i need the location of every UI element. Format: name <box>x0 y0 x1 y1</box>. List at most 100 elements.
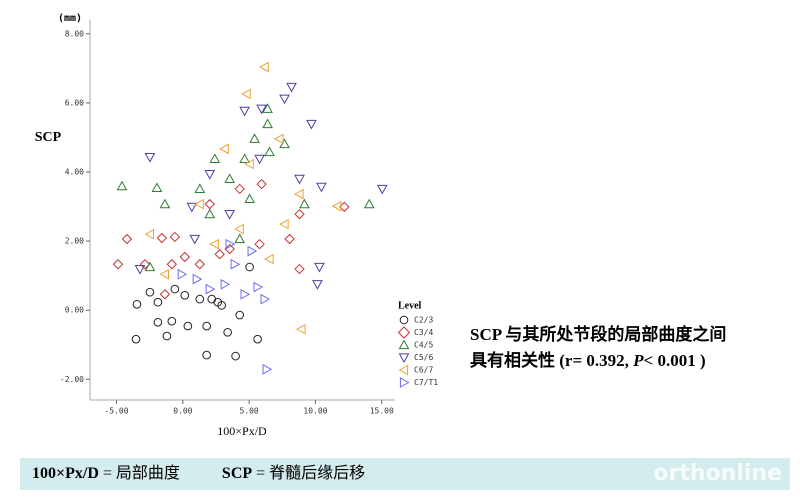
footer-item: 100×Px/D = 局部曲度 <box>32 465 180 482</box>
footer-def: = 局部曲度 <box>102 465 180 482</box>
point <box>260 293 271 305</box>
point <box>195 294 205 304</box>
point <box>219 143 229 155</box>
point <box>262 118 273 129</box>
point <box>213 297 223 307</box>
point <box>202 350 212 360</box>
point <box>180 291 190 300</box>
point <box>204 169 216 180</box>
point <box>294 174 305 185</box>
point <box>256 104 267 115</box>
point <box>230 258 241 270</box>
legend-label: C7/T1 <box>414 378 438 387</box>
point <box>167 316 177 326</box>
x-tick-label: -5.00 <box>104 407 128 416</box>
x-tick-label: 0.00 <box>173 407 192 416</box>
legend-label: C6/7 <box>414 366 433 375</box>
point <box>207 294 217 304</box>
point <box>225 238 236 250</box>
point <box>262 363 273 375</box>
x-tick-label: 5.00 <box>239 407 258 416</box>
point <box>245 262 254 272</box>
point <box>254 238 265 250</box>
y-tick-label: 0.00 <box>65 306 84 315</box>
point <box>234 223 244 235</box>
y-tick-label: 2.00 <box>65 237 84 246</box>
point <box>131 334 141 344</box>
point <box>209 238 219 250</box>
point <box>244 193 256 204</box>
point <box>166 259 178 270</box>
y-tick-label: 8.00 <box>65 29 84 38</box>
legend-title: Level <box>398 300 422 311</box>
point <box>244 158 254 170</box>
legend-marker <box>397 326 411 339</box>
point <box>121 233 133 245</box>
point <box>259 61 269 73</box>
legend-marker <box>398 339 410 350</box>
point <box>235 310 245 320</box>
point <box>159 268 170 280</box>
point <box>189 234 201 245</box>
point <box>247 245 258 257</box>
point <box>306 119 317 130</box>
point <box>254 154 265 165</box>
x-tick-label: 15.00 <box>370 407 394 416</box>
point <box>249 133 260 143</box>
point <box>294 208 305 220</box>
point <box>112 259 124 270</box>
legend-marker <box>398 353 410 364</box>
x-tick-label: 10.00 <box>303 407 327 416</box>
point <box>162 331 172 341</box>
y-tick-label: 4.00 <box>65 168 84 177</box>
point <box>220 278 231 290</box>
point <box>234 183 245 195</box>
point <box>144 228 155 240</box>
annotation-line: 具有相关性 (r= 0.392, P< 0.001 ) <box>470 348 726 374</box>
point <box>234 233 246 244</box>
point <box>170 284 180 294</box>
legend-label: C5/6 <box>414 353 433 362</box>
point <box>314 262 325 273</box>
point <box>224 243 235 255</box>
x-axis-label: 100×Px/D <box>217 424 267 438</box>
point <box>312 280 323 290</box>
point <box>316 182 327 193</box>
footer-item: SCP = 脊髓后缘后移 <box>222 465 365 482</box>
watermark: orthonline <box>653 461 782 486</box>
point <box>144 261 156 272</box>
y-tick-label: -2.00 <box>60 375 84 384</box>
point <box>231 351 240 361</box>
legend-marker <box>399 315 409 325</box>
y-axis-label: SCP <box>35 130 62 145</box>
y-unit: (mm) <box>58 13 82 24</box>
point <box>134 264 146 275</box>
chart: (mm) SCP 100×Px/D Level 8.00 6.00 4.00 2.00… <box>35 13 438 438</box>
point <box>204 198 215 210</box>
point <box>279 138 290 149</box>
footer-def: = 脊髓后缘后移 <box>256 465 366 482</box>
point <box>169 231 181 243</box>
footer-term: SCP <box>221 465 253 482</box>
point <box>159 198 171 209</box>
point <box>264 146 275 157</box>
y-tick-label: 6.00 <box>65 98 84 107</box>
point <box>376 184 388 195</box>
point <box>264 253 274 265</box>
footer-term: 100×Px/D <box>32 465 99 482</box>
annotation-text: 具有相关性 (r= 0.392, <box>470 351 634 370</box>
point <box>239 106 250 117</box>
point <box>223 327 232 337</box>
legend-label: C3/4 <box>414 328 433 337</box>
annotation-italic: P <box>633 351 644 370</box>
point <box>194 183 206 194</box>
point <box>202 321 212 331</box>
point <box>279 218 289 230</box>
point <box>116 180 128 191</box>
point <box>186 202 198 213</box>
point <box>194 198 204 210</box>
point <box>159 289 171 300</box>
point <box>153 297 163 307</box>
legend-marker <box>398 364 409 376</box>
